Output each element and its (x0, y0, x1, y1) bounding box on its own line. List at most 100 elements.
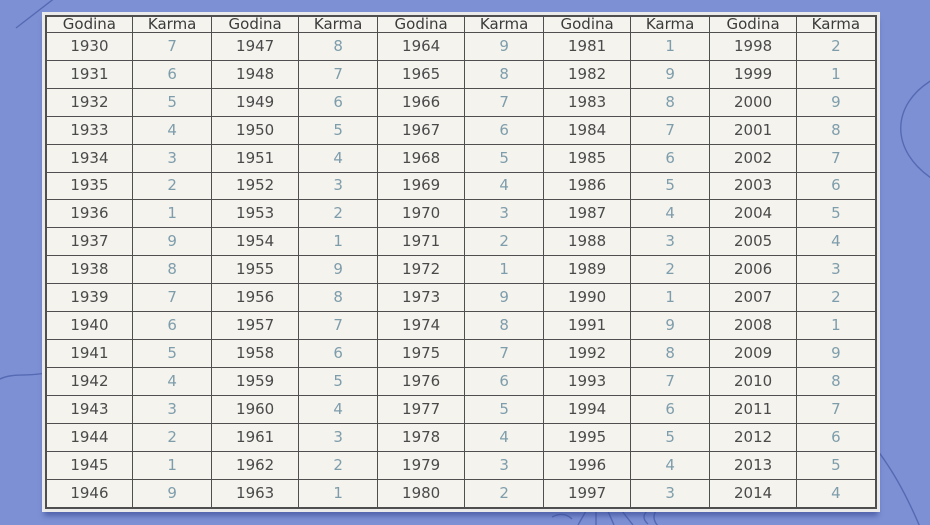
column-header-karma: Karma (131, 15, 213, 33)
year-cell: 2011 (709, 394, 797, 424)
karma-cell: 4 (297, 394, 379, 424)
year-cell: 1945 (45, 450, 133, 480)
table-row: 1940 6 1957 7 1974 8 1991 9 2008 1 (45, 311, 877, 340)
karma-cell: 3 (629, 478, 711, 509)
header-row: Godina Karma Godina Karma Godina Karma Godina K… (45, 15, 877, 33)
year-cell: 2013 (709, 450, 797, 480)
year-cell: 2006 (709, 255, 797, 285)
year-cell: 2004 (709, 199, 797, 229)
year-cell: 1947 (211, 32, 299, 61)
column-header-karma: Karma (629, 15, 711, 33)
year-cell: 1954 (211, 227, 299, 257)
karma-cell: 1 (131, 199, 213, 229)
year-cell: 1968 (377, 143, 465, 173)
karma-cell: 1 (463, 255, 545, 285)
karma-cell: 3 (131, 394, 213, 424)
table-row: 1941 5 1958 6 1975 7 1992 8 2009 9 (45, 338, 877, 368)
year-cell: 1933 (45, 115, 133, 145)
year-cell: 1970 (377, 199, 465, 229)
year-cell: 1943 (45, 394, 133, 424)
table-body: 1930 7 1947 8 1964 9 1981 1 1998 2 1931 6 1948 7 1965 8… (45, 32, 877, 509)
table-row: 1938 8 1955 9 1972 1 1989 2 2006 3 (45, 255, 877, 285)
year-cell: 1942 (45, 366, 133, 396)
karma-cell: 4 (297, 143, 379, 173)
year-cell: 1966 (377, 87, 465, 117)
year-cell: 1956 (211, 283, 299, 313)
column-header-godina: Godina (377, 15, 465, 33)
karma-cell: 9 (629, 311, 711, 340)
year-cell: 1967 (377, 115, 465, 145)
year-cell: 1992 (543, 338, 631, 368)
karma-cell: 8 (629, 338, 711, 368)
year-cell: 1980 (377, 478, 465, 509)
karma-cell: 7 (629, 115, 711, 145)
karma-table-frame: Godina Karma Godina Karma Godina Karma Godina K… (42, 12, 880, 512)
year-cell: 1958 (211, 338, 299, 368)
karma-cell: 9 (629, 59, 711, 89)
year-cell: 1999 (709, 59, 797, 89)
column-header-karma: Karma (463, 15, 545, 33)
karma-cell: 8 (463, 59, 545, 89)
karma-cell: 6 (629, 394, 711, 424)
year-cell: 1960 (211, 394, 299, 424)
year-cell: 1951 (211, 143, 299, 173)
karma-cell: 1 (131, 450, 213, 480)
karma-cell: 7 (297, 59, 379, 89)
karma-cell: 5 (795, 450, 877, 480)
year-cell: 1996 (543, 450, 631, 480)
table-row: 1934 3 1951 4 1968 5 1985 6 2002 7 (45, 143, 877, 173)
column-header-godina: Godina (543, 15, 631, 33)
karma-cell: 9 (463, 32, 545, 61)
column-header-karma: Karma (795, 15, 877, 33)
year-cell: 2010 (709, 366, 797, 396)
year-cell: 1976 (377, 366, 465, 396)
year-cell: 1963 (211, 478, 299, 509)
karma-by-year-table: Godina Karma Godina Karma Godina Karma Godina K… (45, 15, 877, 509)
karma-cell: 9 (131, 227, 213, 257)
karma-cell: 3 (629, 227, 711, 257)
year-cell: 1952 (211, 171, 299, 201)
year-cell: 2008 (709, 311, 797, 340)
karma-cell: 3 (463, 199, 545, 229)
karma-cell: 7 (795, 394, 877, 424)
table-row: 1932 5 1949 6 1966 7 1983 8 2000 9 (45, 87, 877, 117)
karma-cell: 9 (131, 478, 213, 509)
karma-cell: 6 (795, 171, 877, 201)
year-cell: 1993 (543, 366, 631, 396)
column-header-godina: Godina (45, 15, 133, 33)
karma-cell: 1 (795, 59, 877, 89)
karma-cell: 6 (463, 366, 545, 396)
karma-cell: 4 (629, 199, 711, 229)
year-cell: 2007 (709, 283, 797, 313)
karma-cell: 2 (463, 478, 545, 509)
bottom-doodle-2 (577, 510, 587, 525)
karma-cell: 5 (131, 338, 213, 368)
karma-cell: 2 (131, 171, 213, 201)
year-cell: 1964 (377, 32, 465, 61)
year-cell: 1957 (211, 311, 299, 340)
karma-cell: 6 (131, 59, 213, 89)
year-cell: 1983 (543, 87, 631, 117)
karma-cell: 5 (131, 87, 213, 117)
year-cell: 1977 (377, 394, 465, 424)
year-cell: 1985 (543, 143, 631, 173)
karma-cell: 9 (795, 338, 877, 368)
table-row: 1933 4 1950 5 1967 6 1984 7 2001 8 (45, 115, 877, 145)
table-row: 1942 4 1959 5 1976 6 1993 7 2010 8 (45, 366, 877, 396)
karma-cell: 7 (131, 32, 213, 61)
karma-cell: 8 (297, 32, 379, 61)
karma-cell: 7 (297, 311, 379, 340)
year-cell: 1988 (543, 227, 631, 257)
karma-cell: 8 (131, 255, 213, 285)
year-cell: 1982 (543, 59, 631, 89)
year-cell: 2005 (709, 227, 797, 257)
karma-cell: 5 (629, 422, 711, 452)
year-cell: 2012 (709, 422, 797, 452)
karma-cell: 7 (629, 366, 711, 396)
year-cell: 2009 (709, 338, 797, 368)
karma-cell: 9 (297, 255, 379, 285)
karma-cell: 6 (795, 422, 877, 452)
year-cell: 1961 (211, 422, 299, 452)
year-cell: 1965 (377, 59, 465, 89)
